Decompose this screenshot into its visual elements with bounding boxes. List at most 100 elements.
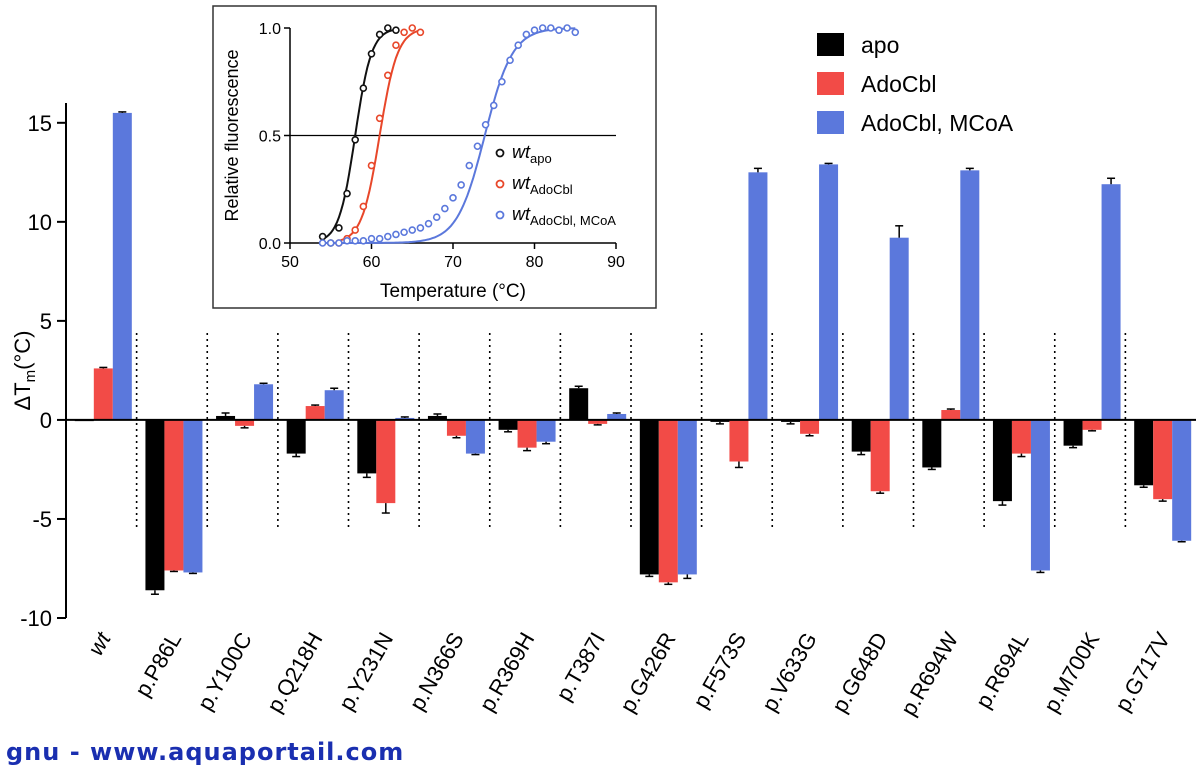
inset-data-point bbox=[383, 232, 392, 241]
x-tick-label: p.Y231N bbox=[334, 628, 398, 715]
inset-fit-curve bbox=[322, 28, 397, 240]
inset-y-tick-label: 0.0 bbox=[259, 236, 281, 253]
bar-apo bbox=[1134, 419, 1154, 486]
inset-data-point bbox=[335, 224, 343, 232]
inset-data-point bbox=[530, 26, 539, 34]
bar-adocbl bbox=[941, 410, 961, 420]
inset-data-point bbox=[514, 41, 523, 50]
bar-adocbl bbox=[870, 419, 890, 492]
bar-apo bbox=[1063, 419, 1083, 446]
bar-adocbl bbox=[729, 419, 749, 462]
y-axis-label-unit: (°C) bbox=[10, 331, 35, 370]
inset-data-point bbox=[432, 213, 441, 221]
inset-legend-sub: AdoCbl bbox=[530, 182, 573, 197]
y-tick-label: -10 bbox=[20, 606, 52, 631]
y-tick-label: 0 bbox=[40, 408, 52, 433]
inset-data-point bbox=[375, 234, 384, 243]
inset-data-point bbox=[449, 194, 457, 202]
inset-data-point bbox=[318, 239, 327, 247]
x-tick-label: p.G648D bbox=[827, 628, 893, 717]
inset-data-point bbox=[318, 232, 327, 241]
bar-apo bbox=[639, 419, 659, 575]
inset-x-tick-label: 80 bbox=[526, 254, 544, 271]
inset-data-point bbox=[367, 49, 376, 58]
inset-legend-marker bbox=[495, 148, 505, 158]
inset-data-point bbox=[392, 230, 400, 239]
inset-data-point bbox=[343, 237, 351, 245]
inset-legend-marker bbox=[495, 179, 505, 189]
inset-data-point bbox=[408, 226, 417, 234]
x-tick-label: p.R369H bbox=[474, 628, 539, 716]
bar-adocblmcoa bbox=[112, 112, 132, 420]
inset-data-point bbox=[375, 30, 384, 39]
inset-data-point bbox=[465, 161, 474, 170]
bar-adocbl bbox=[658, 419, 678, 583]
bar-apo bbox=[357, 419, 377, 474]
inset-data-point bbox=[392, 26, 400, 34]
bar-adocbl bbox=[1011, 419, 1031, 454]
y-axis-label-main: ΔT bbox=[10, 382, 35, 410]
inset-data-point bbox=[416, 224, 425, 232]
inset-data-point bbox=[563, 24, 571, 32]
inset-data-point bbox=[351, 136, 360, 144]
legend-swatch bbox=[817, 72, 844, 95]
bar-apo bbox=[922, 419, 942, 468]
y-axis-label: ΔTm(°C) bbox=[10, 331, 39, 411]
bar-apo bbox=[498, 419, 518, 430]
inset-x-axis-label: Temperature (°C) bbox=[380, 281, 526, 302]
legend-label: AdoCbl bbox=[861, 71, 936, 97]
inset-data-point bbox=[473, 142, 482, 151]
legend: apo AdoCbl AdoCbl, MCoA bbox=[817, 32, 1014, 136]
bar-adocbl bbox=[235, 419, 255, 426]
x-tick-label: p.N366S bbox=[404, 628, 468, 715]
x-tick-label: p.P86L bbox=[130, 628, 187, 701]
bar-adocblmcoa bbox=[465, 419, 485, 454]
bar-apo bbox=[569, 388, 589, 420]
bar-adocbl bbox=[800, 419, 820, 434]
inset-data-point bbox=[392, 41, 400, 50]
inset-data-point bbox=[546, 24, 555, 32]
bar-adocblmcoa bbox=[1030, 419, 1050, 571]
y-tick-label: -5 bbox=[32, 507, 52, 532]
bar-adocblmcoa bbox=[748, 172, 768, 420]
bar-adocblmcoa bbox=[889, 237, 909, 420]
inset-legend-label: wtAdoCbl bbox=[512, 173, 573, 197]
inset-data-point bbox=[424, 219, 433, 228]
bar-adocblmcoa bbox=[324, 390, 344, 420]
y-tick-label: 15 bbox=[28, 111, 52, 136]
inset-data-point bbox=[359, 202, 368, 211]
inset-legend-sub: AdoCbl, MCoA bbox=[530, 213, 616, 228]
bar-apo bbox=[286, 419, 306, 454]
y-axis-label-sub: m bbox=[22, 370, 39, 383]
bar-adocbl bbox=[446, 419, 466, 436]
bar-apo bbox=[851, 419, 871, 452]
inset-legend-main: wt bbox=[512, 173, 531, 193]
bar-adocbl bbox=[588, 419, 608, 424]
bar-adocblmcoa bbox=[677, 419, 697, 575]
inset-data-point bbox=[489, 101, 498, 110]
inset-legend-main: wt bbox=[512, 142, 531, 162]
bar-adocblmcoa bbox=[183, 419, 203, 573]
inset-data-point bbox=[375, 114, 384, 123]
inset-y-axis-label: Relative fluorescence bbox=[222, 49, 242, 221]
inset-data-point bbox=[555, 26, 563, 34]
inset-fit-curve bbox=[338, 29, 421, 242]
inset-y-tick-label: 1.0 bbox=[259, 21, 281, 38]
bar-adocblmcoa bbox=[1172, 419, 1192, 541]
inset-legend-main: wt bbox=[512, 204, 531, 224]
inset-data-point bbox=[351, 237, 360, 245]
legend-label: apo bbox=[861, 32, 899, 58]
inset-x-tick-label: 70 bbox=[444, 254, 462, 271]
inset-data-point bbox=[538, 24, 547, 32]
legend-swatch bbox=[817, 33, 844, 56]
inset-data-point bbox=[367, 234, 376, 243]
bar-adocbl bbox=[93, 368, 113, 420]
y-tick-label: 10 bbox=[28, 210, 52, 235]
inset-chart: 50 60 70 80 90 0.0 0.5 1.0 Temperature (°C) Relat… bbox=[212, 5, 657, 309]
legend-label: AdoCbl, MCoA bbox=[861, 110, 1014, 136]
watermark-text: gnu - www.aquaportail.com bbox=[6, 738, 405, 766]
x-tick-label: p.Q218H bbox=[262, 628, 328, 717]
inset-data-point bbox=[359, 84, 368, 92]
inset-data-point bbox=[416, 28, 425, 37]
